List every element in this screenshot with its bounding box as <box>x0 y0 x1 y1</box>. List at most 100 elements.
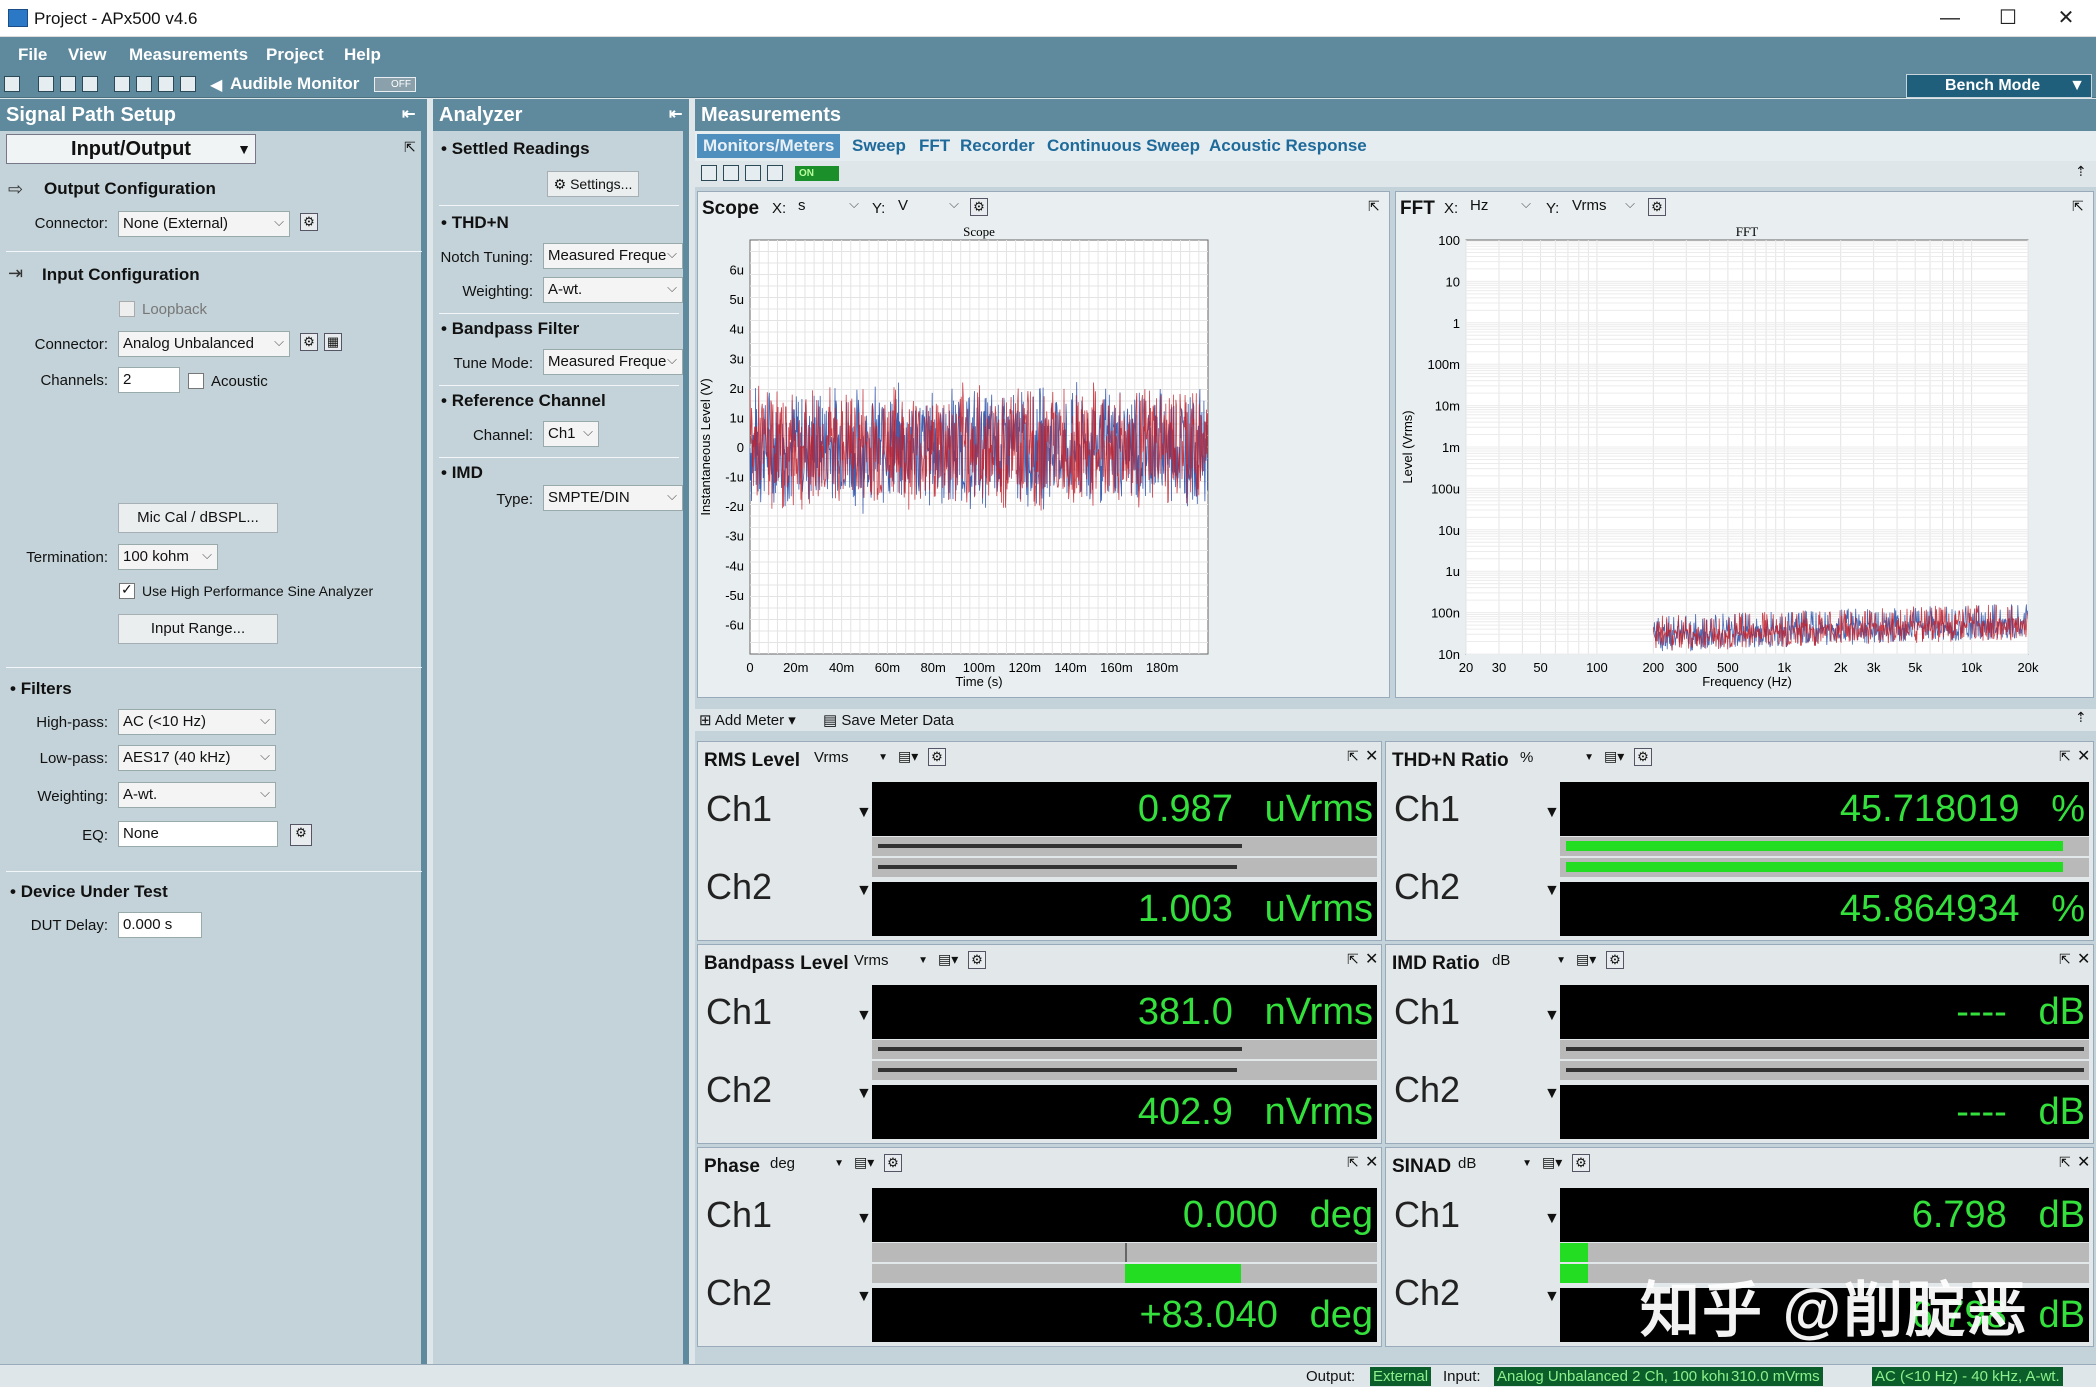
scope-settings-gear-icon[interactable]: ⚙ <box>970 198 988 216</box>
channel-dropdown-icon[interactable]: ▼ <box>1544 1210 1560 1227</box>
settings-button[interactable]: ⚙ Settings... <box>547 171 639 197</box>
meter-close-icon[interactable]: ✕ <box>2077 748 2091 765</box>
graph-icon[interactable] <box>136 76 152 92</box>
menu-file[interactable]: File <box>18 45 48 64</box>
tab-acoustic-response[interactable]: Acoustic Response <box>1209 136 1367 155</box>
meter-settings-gear-icon[interactable]: ⚙ <box>1572 1154 1590 1172</box>
meter-popout-icon[interactable]: ⇱ <box>2059 1154 2071 1170</box>
menu-measurements[interactable]: Measurements <box>129 45 249 64</box>
scope-x-unit-select[interactable]: s <box>794 196 864 218</box>
fft-popout-icon[interactable]: ⇱ <box>2072 198 2084 214</box>
imd-type-select[interactable]: SMPTE/DIN <box>543 485 683 511</box>
input-config-icon[interactable]: ▦ <box>324 333 342 351</box>
pin-icon[interactable]: ⇤ <box>402 106 416 123</box>
bench-mode-select[interactable]: Bench Mode ▼ <box>1906 74 2092 98</box>
tab-fft[interactable]: FFT <box>919 136 951 155</box>
channel-dropdown-icon[interactable]: ▼ <box>1544 882 1560 899</box>
output-settings-gear-icon[interactable]: ⚙ <box>300 213 318 231</box>
maximize-button[interactable]: ☐ <box>1999 7 2017 29</box>
meter-close-icon[interactable]: ✕ <box>1365 1154 1379 1171</box>
meter-popout-icon[interactable]: ⇱ <box>1347 951 1359 967</box>
menu-view[interactable]: View <box>68 45 107 64</box>
eq-field[interactable]: None <box>118 821 278 847</box>
meter-close-icon[interactable]: ✕ <box>2077 1154 2091 1171</box>
weighting-select[interactable]: A-wt. <box>118 782 276 808</box>
monitor-icon-2[interactable] <box>723 165 739 181</box>
tab-continuous-sweep[interactable]: Continuous Sweep <box>1047 136 1200 155</box>
termination-select[interactable]: 100 kohm <box>118 544 218 570</box>
meter-popout-icon[interactable]: ⇱ <box>2059 748 2071 764</box>
settings-icon[interactable] <box>82 76 98 92</box>
channel-dropdown-icon[interactable]: ▼ <box>856 882 872 899</box>
highpass-select[interactable]: AC (<10 Hz) <box>118 709 276 735</box>
channel-dropdown-icon[interactable]: ▼ <box>1544 1085 1560 1102</box>
meter-unit-select[interactable]: deg ▼ <box>768 1153 848 1175</box>
channel-dropdown-icon[interactable]: ▼ <box>856 1007 872 1024</box>
new-project-icon[interactable] <box>4 76 20 92</box>
report-icon[interactable] <box>114 76 130 92</box>
channel-dropdown-icon[interactable]: ▼ <box>856 1288 872 1305</box>
mic-cal-button[interactable]: Mic Cal / dBSPL... <box>118 503 278 533</box>
meter-close-icon[interactable]: ✕ <box>1365 748 1379 765</box>
meter-settings-gear-icon[interactable]: ⚙ <box>968 951 986 969</box>
scope-y-unit-select[interactable]: V <box>894 196 964 218</box>
meter-popout-icon[interactable]: ⇱ <box>1347 1154 1359 1170</box>
tab-sweep[interactable]: Sweep <box>852 136 906 155</box>
meter-close-icon[interactable]: ✕ <box>1365 951 1379 968</box>
save-meter-button[interactable]: ▤ Save Meter Data <box>823 712 954 729</box>
meter-options-icon[interactable]: ▤▾ <box>1542 1154 1563 1170</box>
meter-settings-gear-icon[interactable]: ⚙ <box>1606 951 1624 969</box>
meter-popout-icon[interactable]: ⇱ <box>1347 748 1359 764</box>
channel-dropdown-icon[interactable]: ▼ <box>1544 1288 1560 1305</box>
fft-settings-gear-icon[interactable]: ⚙ <box>1648 198 1666 216</box>
meter-options-icon[interactable]: ▤▾ <box>854 1154 875 1170</box>
audible-monitor-toggle[interactable]: OFF <box>374 77 416 92</box>
meter-options-icon[interactable]: ▤▾ <box>1604 748 1625 764</box>
collapse-icon[interactable]: ⇡ <box>2075 709 2087 725</box>
io-mode-select[interactable]: Input/Output ▼ <box>6 134 256 164</box>
high-performance-checkbox[interactable]: ✓ <box>119 581 135 599</box>
fft-x-unit-select[interactable]: Hz <box>1466 196 1536 218</box>
collapse-icon[interactable]: ⇡ <box>2075 163 2087 179</box>
notch-select[interactable]: Measured Freque <box>543 243 683 269</box>
menu-help[interactable]: Help <box>344 45 381 64</box>
monitor-icon-3[interactable] <box>767 165 783 181</box>
thdn-weighting-select[interactable]: A-wt. <box>543 277 683 303</box>
input-connector-select[interactable]: Analog Unbalanced <box>118 331 290 357</box>
meter-options-icon[interactable]: ▤▾ <box>898 748 919 764</box>
meter-settings-gear-icon[interactable]: ⚙ <box>1634 748 1652 766</box>
dut-delay-field[interactable]: 0.000 s <box>118 912 202 938</box>
save-icon[interactable] <box>60 76 76 92</box>
meter-popout-icon[interactable]: ⇱ <box>2059 951 2071 967</box>
meter-settings-gear-icon[interactable]: ⚙ <box>884 1154 902 1172</box>
close-button[interactable]: ✕ <box>2057 7 2075 29</box>
meter-close-icon[interactable]: ✕ <box>2077 951 2091 968</box>
meter-options-icon[interactable]: ▤▾ <box>1576 951 1597 967</box>
input-settings-gear-icon[interactable]: ⚙ <box>300 333 318 351</box>
open-icon[interactable] <box>38 76 54 92</box>
sequence-icon[interactable] <box>180 76 196 92</box>
channel-dropdown-icon[interactable]: ▼ <box>1544 804 1560 821</box>
eq-gear-icon[interactable]: ⚙ <box>290 824 312 846</box>
input-range-button[interactable]: Input Range... <box>118 614 278 644</box>
meter-unit-select[interactable]: % ▼ <box>1518 747 1598 769</box>
speaker-icon[interactable]: ◀ <box>210 77 223 94</box>
bluetooth-icon[interactable] <box>745 165 761 181</box>
meter-unit-select[interactable]: dB ▼ <box>1490 950 1570 972</box>
tab-recorder[interactable]: Recorder <box>960 136 1035 155</box>
channel-dropdown-icon[interactable]: ▼ <box>856 1085 872 1102</box>
lowpass-select[interactable]: AES17 (40 kHz) <box>118 745 276 771</box>
bluetooth-icon[interactable] <box>158 76 174 92</box>
refch-select[interactable]: Ch1 <box>543 421 599 447</box>
tune-mode-select[interactable]: Measured Freque <box>543 349 683 375</box>
popout-icon[interactable]: ⇱ <box>404 139 416 155</box>
menu-project[interactable]: Project <box>266 45 324 64</box>
channel-dropdown-icon[interactable]: ▼ <box>856 1210 872 1227</box>
meter-unit-select[interactable]: Vrms ▼ <box>812 747 892 769</box>
monitor-on-toggle[interactable]: ON <box>795 166 839 181</box>
meter-unit-select[interactable]: Vrms ▼ <box>852 950 932 972</box>
acoustic-checkbox[interactable] <box>188 373 204 389</box>
channels-stepper[interactable]: 2 <box>118 367 180 393</box>
channel-dropdown-icon[interactable]: ▼ <box>856 804 872 821</box>
scope-popout-icon[interactable]: ⇱ <box>1368 198 1380 214</box>
